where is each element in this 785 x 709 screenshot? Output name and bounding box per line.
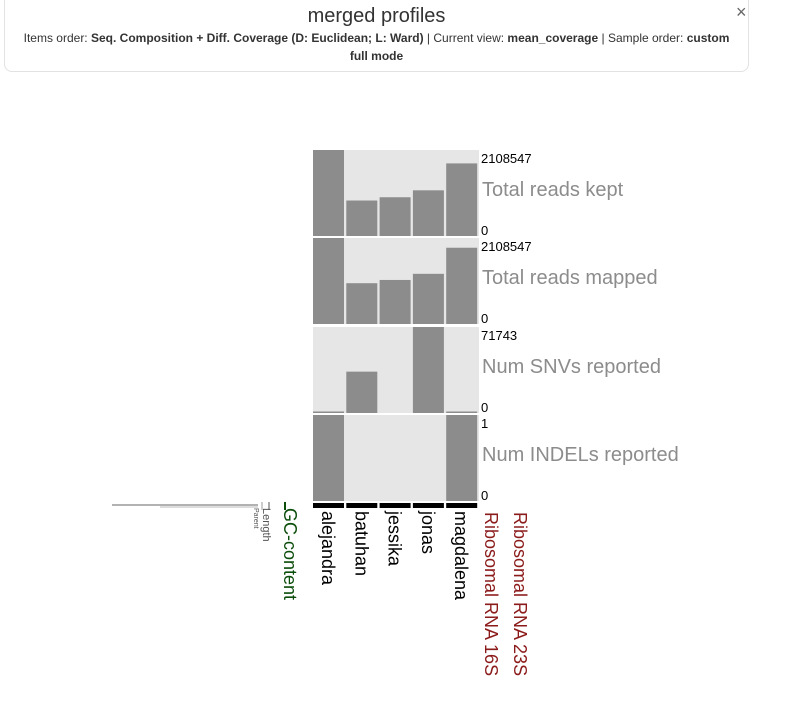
separator-2: | <box>601 31 605 45</box>
panel-min-label: 0 <box>481 311 488 326</box>
sample-label: magdalena <box>451 511 471 601</box>
panel-title: Total reads kept <box>482 179 624 201</box>
panel-title: Num INDELs reported <box>482 444 679 466</box>
bar-magdalena <box>446 247 478 324</box>
bar-magdalena <box>446 415 478 501</box>
sample-order-value: custom <box>686 31 730 45</box>
panel-max-label: 2108547 <box>481 151 532 166</box>
order-info: Items order: Seq. Composition + Diff. Co… <box>5 27 748 65</box>
bar-jessika <box>379 279 411 324</box>
sample-label: batuhan <box>351 511 371 576</box>
sample-bar-jonas <box>412 503 444 508</box>
bar-alejandra <box>313 238 344 324</box>
items-order-value: Seq. Composition + Diff. Coverage (D: Eu… <box>91 31 424 45</box>
sample-label: jessika <box>385 510 405 567</box>
sample-bar-magdalena <box>446 503 478 508</box>
items-order-label: Items order: <box>23 31 88 45</box>
sample-label: jonas <box>418 510 438 554</box>
sample-bar-batuhan <box>346 503 378 508</box>
bar-batuhan <box>346 371 378 413</box>
bar-jonas <box>412 273 444 324</box>
gc-content-label: GC-content <box>280 508 300 600</box>
separator-1: | <box>426 31 431 45</box>
panel-min-label: 0 <box>481 223 488 238</box>
sample-order-label: Sample order: <box>607 31 684 45</box>
sample-bar-alejandra <box>313 503 344 508</box>
parent-label: Parent <box>252 508 259 529</box>
sample-label: alejandra <box>318 511 338 586</box>
bar-jonas <box>412 190 444 236</box>
rrna-23s-label: Ribosomal RNA 23S <box>510 512 530 676</box>
rrna-16s-label: Ribosomal RNA 16S <box>481 512 501 676</box>
bar-alejandra <box>313 150 344 236</box>
sample-bar-jessika <box>379 503 411 508</box>
page-title: merged profiles <box>307 5 446 27</box>
close-icon[interactable]: × <box>736 2 747 22</box>
panel-max-label: 2108547 <box>481 239 532 254</box>
panel-min-label: 0 <box>481 488 488 503</box>
bar-alejandra <box>313 415 344 501</box>
current-view-value: mean_coverage <box>507 31 599 45</box>
panel-max-label: 71743 <box>481 328 517 343</box>
dendrogram-stub <box>112 502 286 510</box>
bar-batuhan <box>346 283 378 324</box>
panel-max-label: 1 <box>481 416 488 431</box>
bar-jonas <box>412 327 444 413</box>
current-view-label: Current view: <box>433 31 505 45</box>
bar-magdalena <box>446 163 478 236</box>
bar-magdalena <box>446 411 478 413</box>
panel-min-label: 0 <box>481 400 488 415</box>
mode-value: full mode <box>349 49 404 63</box>
panel-title: Total reads mapped <box>482 267 658 289</box>
panel-background <box>313 327 479 413</box>
bar-batuhan <box>346 200 378 236</box>
bar-alejandra <box>313 411 344 413</box>
panel-title: Num SNVs reported <box>482 356 661 378</box>
length-label: Length <box>260 508 272 542</box>
bar-jessika <box>379 197 411 236</box>
header-panel: merged profiles Items order: Seq. Compos… <box>4 0 749 72</box>
